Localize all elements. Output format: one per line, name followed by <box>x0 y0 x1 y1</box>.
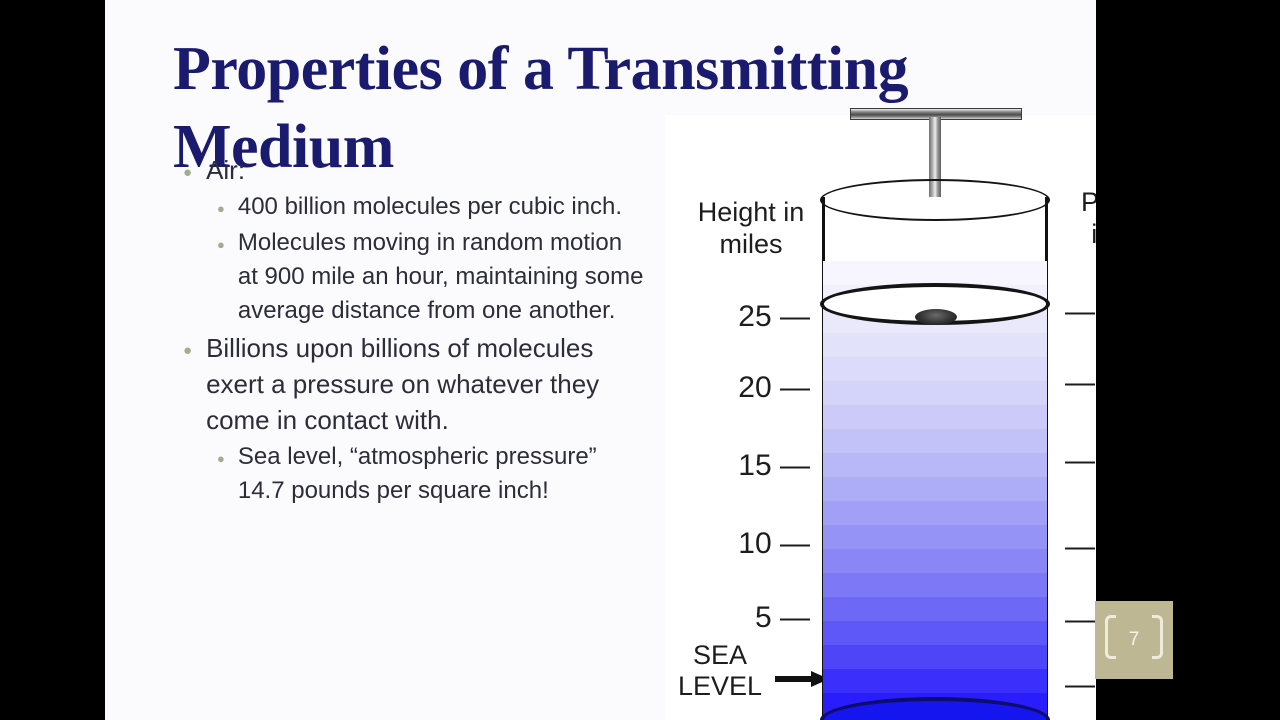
bullet-dot-icon: ● <box>183 164 193 181</box>
gradient-band <box>823 333 1047 357</box>
pressure-tick-label: — 0.039 <box>1065 295 1096 328</box>
gradient-band <box>823 573 1047 597</box>
gradient-band <box>823 645 1047 669</box>
cylinder-top-rim <box>820 179 1050 221</box>
list-item-label: Molecules moving in random motion at 900… <box>237 229 644 324</box>
pressure-axis-title: Pressure in lb/in2 <box>1060 186 1096 250</box>
list-item: ● 400 billion molecules per cubic inch. <box>175 190 645 224</box>
gradient-band <box>823 357 1047 381</box>
page-number-value-wrap: 7 <box>1104 615 1164 659</box>
height-tick-label: 20 — <box>738 371 810 404</box>
letterbox-right <box>1176 0 1280 720</box>
bracket-left-icon <box>1104 615 1116 659</box>
gradient-band <box>823 453 1047 477</box>
gradient-band <box>823 621 1047 645</box>
list-item-label: Billions upon billions of molecules exer… <box>206 333 600 435</box>
bullet-dot-icon: ● <box>217 237 225 252</box>
list-item: ● Billions upon billions of molecules ex… <box>175 330 645 438</box>
sea-level-arrow-icon <box>775 671 829 687</box>
height-tick-label: 25 — <box>738 300 810 333</box>
height-axis-title: Height in miles <box>676 196 826 260</box>
height-tick-label: 5 — <box>754 601 810 634</box>
pressure-tick-label: — 0.13 <box>1065 366 1096 399</box>
list-item: ● Molecules moving in random motion at 9… <box>175 226 645 328</box>
height-axis-title-line1: Height in <box>697 197 805 227</box>
height-axis-title-line2: miles <box>719 229 783 259</box>
list-item-label: Sea level, “atmospheric pressure” 14.7 p… <box>237 443 597 504</box>
height-tick-label: 15 — <box>738 449 810 482</box>
gradient-band <box>823 429 1047 453</box>
pressure-tick-label: — 1.57 <box>1065 530 1096 563</box>
list-item-label: 400 billion molecules per cubic inch. <box>237 193 623 220</box>
pressure-axis-title-line2: in lb/in <box>1091 219 1096 249</box>
pressure-axis-title-line1: Pressure <box>1080 187 1096 217</box>
bullet-dot-icon: ● <box>217 201 225 216</box>
gradient-band <box>823 549 1047 573</box>
gradient-band <box>823 525 1047 549</box>
bullet-list: ● Air: ● 400 billion molecules per cubic… <box>175 152 645 510</box>
atmosphere-gradient-fill <box>823 261 1047 720</box>
list-item: ● Sea level, “atmospheric pressure” 14.7… <box>175 440 645 508</box>
list-item: ● Air: <box>175 152 645 188</box>
sea-level-line1: SEA <box>692 640 748 670</box>
bullet-dot-icon: ● <box>217 451 225 466</box>
gradient-band <box>823 261 1047 285</box>
gradient-band <box>823 597 1047 621</box>
piston-knob <box>915 309 957 325</box>
gradient-band <box>823 381 1047 405</box>
bullet-dot-icon: ● <box>183 342 193 359</box>
page-number-value: 7 <box>1128 629 1140 650</box>
slide-canvas: Properties of a Transmitting Medium ● Ai… <box>105 0 1096 720</box>
atmosphere-pressure-diagram: Height in miles Pressure in lb/in2 25 — 2… <box>560 95 1096 720</box>
gradient-band <box>823 477 1047 501</box>
page-title: Properties of a Transmitting Medium <box>173 34 909 181</box>
height-tick-label: 10 — <box>738 527 810 560</box>
cylinder <box>820 157 1050 720</box>
pressure-tick-label: — 0.44 <box>1065 444 1096 477</box>
pressure-tick-label: — 14.7 <box>1065 668 1096 701</box>
page-number-badge: 7 <box>1095 601 1173 679</box>
list-item-label: Air: <box>206 155 246 185</box>
gradient-band <box>823 405 1047 429</box>
bracket-right-icon <box>1152 615 1164 659</box>
sea-level-label: SEA LEVEL <box>665 640 775 702</box>
gradient-band <box>823 669 1047 693</box>
letterbox-left <box>0 0 105 720</box>
sea-level-line2: LEVEL <box>677 671 763 701</box>
gradient-band <box>823 501 1047 525</box>
pressure-tick-label: — 5.2 <box>1065 603 1096 636</box>
